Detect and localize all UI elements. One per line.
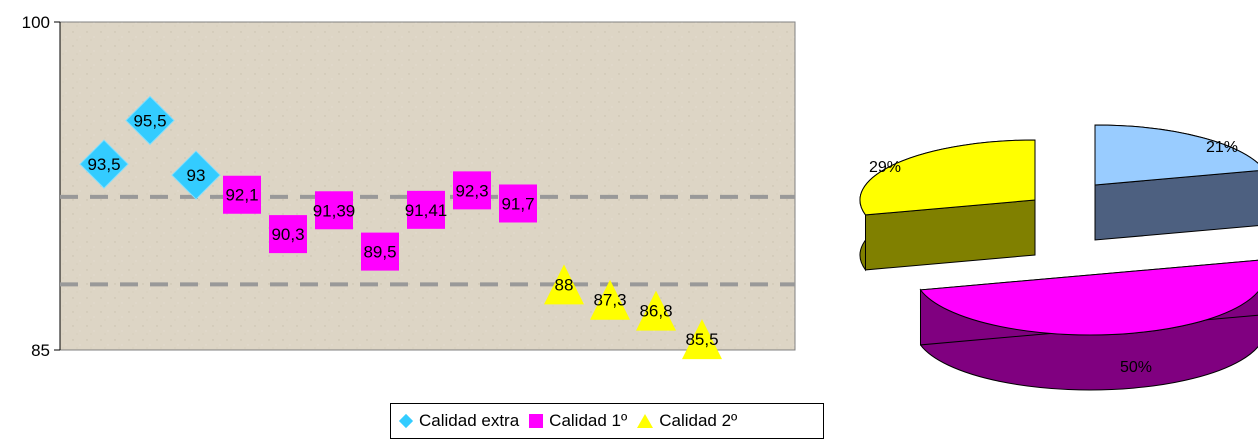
pie-slice [859, 139, 1036, 216]
data-point-square [453, 171, 491, 210]
data-point-square [361, 232, 399, 271]
data-label: 93 [187, 166, 206, 185]
data-label: 85,5 [685, 330, 718, 349]
legend-square-marker [529, 414, 544, 428]
pie-slice-label: 21% [1206, 139, 1238, 156]
data-label: 92,3 [455, 181, 488, 200]
data-point-square [499, 184, 537, 223]
legend-label-calidad-extra: Calidad extra [419, 411, 520, 430]
data-label: 91,39 [313, 201, 356, 220]
data-label: 87,3 [593, 291, 626, 310]
pie-slice [1094, 124, 1258, 186]
legend-triangle-marker [637, 414, 654, 428]
pie-slice [919, 259, 1258, 336]
pie-chart: 29% 21% 50% [859, 124, 1258, 391]
y-tick-label: 85 [31, 341, 50, 360]
chart-legend: Calidad extra Calidad 1º Calidad 2º [390, 403, 824, 439]
data-label: 91,7 [501, 194, 534, 213]
data-point-square [223, 175, 261, 214]
data-point-diamond [79, 139, 129, 189]
pie-slice-label: 50% [1120, 359, 1152, 376]
data-label: 86,8 [639, 302, 672, 321]
data-label: 91,41 [405, 201, 448, 220]
data-point-triangle [544, 264, 584, 305]
data-point-diamond [171, 150, 221, 200]
legend-item-calidad-extra: Calidad extra [398, 411, 520, 431]
plot-area [59, 21, 796, 351]
data-point-triangle [590, 279, 630, 320]
data-label: 88 [555, 275, 574, 294]
data-point-diamond [125, 95, 175, 146]
data-label: 92,1 [225, 186, 258, 205]
pie-slice-label: 29% [869, 159, 901, 176]
data-label: 90,3 [271, 225, 304, 244]
legend-item-calidad-1: Calidad 1º [529, 411, 627, 431]
legend-diamond-marker [398, 413, 414, 429]
scatter-chart: 100 85 93,5 95,5 93 92,1 90,3 91,39 89,5 91,41 92,… [22, 13, 796, 360]
data-label: 95,5 [133, 111, 166, 130]
y-tick-label: 100 [22, 13, 50, 32]
data-point-triangle [682, 319, 722, 360]
data-label: 93,5 [87, 155, 120, 174]
data-label: 89,5 [363, 243, 396, 262]
data-point-square [269, 215, 307, 254]
data-point-square [315, 191, 353, 230]
legend-label-calidad-1: Calidad 1º [549, 411, 628, 430]
data-point-square [407, 190, 445, 229]
data-point-triangle [636, 290, 676, 331]
legend-label-calidad-2: Calidad 2º [659, 411, 738, 430]
legend-item-calidad-2: Calidad 2º [637, 411, 737, 431]
